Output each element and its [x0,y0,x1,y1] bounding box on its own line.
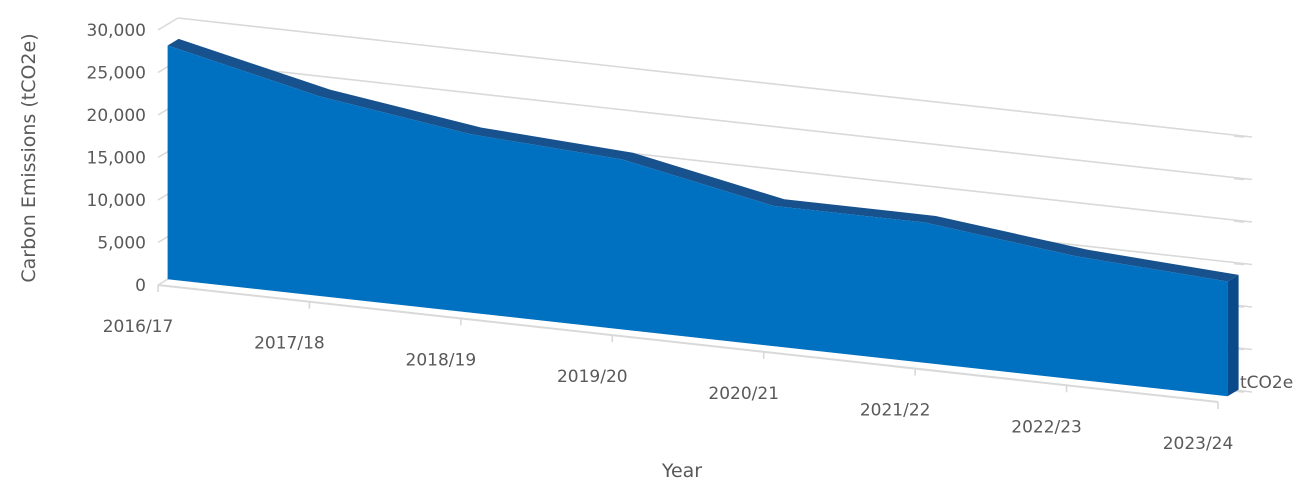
y-tick-label: 20,000 [87,106,146,126]
area-series [167,38,1239,397]
y-tick-label: 15,000 [87,149,146,169]
area-side-face [1227,274,1239,397]
x-tick-label: 2019/20 [557,367,628,387]
x-tick-label: 2017/18 [254,334,325,354]
y-tick-label: 30,000 [87,21,146,41]
x-axis-line [157,284,1219,403]
labels: Carbon Emissions (tCO2e) Year tCO2e 0 5,0… [18,21,1293,482]
right-wall-tick [1233,220,1245,223]
y-tick-label: 5,000 [97,234,146,254]
y-tick-label: 0 [135,276,146,296]
area-top-face [167,38,1239,282]
x-tick-label: 2016/17 [103,317,174,337]
x-tick-label: 2018/19 [406,350,477,370]
gridline-wall [157,17,179,31]
gridline [177,17,1253,138]
area-front-face [167,45,1228,397]
gridline [177,59,1253,181]
y-tick-label: 10,000 [87,191,146,211]
y-axis-title: Carbon Emissions (tCO2e) [18,33,40,282]
x-axis-title: Year [661,460,702,482]
x-tick-label: 2022/23 [1011,417,1082,437]
right-wall-tick [1233,178,1245,181]
x-tick-label: 2020/21 [708,384,779,404]
x-tick-label: 2021/22 [860,401,931,421]
x-tick-label: 2023/24 [1163,434,1234,454]
y-tick-label: 25,000 [87,64,146,84]
axes [157,284,1219,409]
right-wall-tick [1233,263,1245,266]
right-wall-tick [1233,135,1245,138]
series-depth-label: tCO2e [1240,373,1293,393]
